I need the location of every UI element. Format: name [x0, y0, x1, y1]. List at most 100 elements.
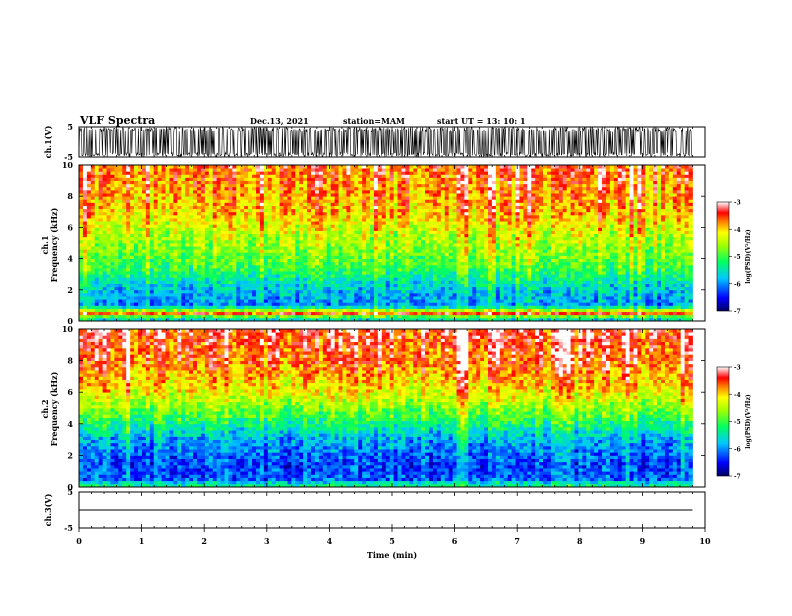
ch1-spectrogram-cell: [653, 231, 657, 235]
ch1-spectrogram-cell: [150, 227, 154, 231]
ch1-spectrogram-cell: [484, 255, 488, 259]
ch1-spectrogram-cell: [166, 268, 170, 272]
ch1-spectrogram-cell: [299, 287, 303, 291]
ch1-spectrogram-cell: [107, 280, 111, 284]
ch1-spectrogram-cell: [130, 271, 134, 275]
ch1-spectrogram-cell: [166, 274, 170, 278]
ch1-spectrogram-cell: [114, 221, 118, 225]
ch1-spectrogram-cell: [665, 309, 669, 313]
ch1-spectrogram-cell: [173, 265, 177, 269]
ch1-spectrogram-cell: [162, 265, 166, 269]
ch1-spectrogram-cell: [578, 271, 582, 275]
ch1-spectrogram-cell: [669, 277, 673, 281]
ch1-spectrogram-cell: [201, 305, 205, 309]
ch1-spectrogram-cell: [232, 243, 236, 247]
ch1-spectrogram-cell: [378, 302, 382, 306]
ch1-spectrogram-cell: [390, 243, 394, 247]
ch1-spectrogram-cell: [150, 221, 154, 225]
ch1-spectrogram-cell: [637, 249, 641, 253]
ch1-spectrogram-cell: [236, 309, 240, 313]
ch1-spectrogram-cell: [386, 231, 390, 235]
ch1-spectrogram-cell: [421, 231, 425, 235]
ch1-spectrogram-cell: [480, 259, 484, 263]
ch1-spectrogram-cell: [362, 237, 366, 241]
ch1-spectrogram-cell: [150, 315, 154, 319]
ch1-spectrogram-cell: [181, 290, 185, 294]
ch1-spectrogram-cell: [327, 284, 331, 288]
ch1-spectrogram-cell: [681, 237, 685, 241]
ch1-spectrogram-cell: [346, 234, 350, 238]
ch1-spectrogram-cell: [107, 277, 111, 281]
ch1-spectrogram-cell: [162, 299, 166, 303]
ch1-spectrogram-cell: [244, 302, 248, 306]
ch1-spectrogram-cell: [331, 224, 335, 228]
ch1-spectrogram-cell: [256, 221, 260, 225]
ch1-spectrogram-cell: [523, 243, 527, 247]
figure-title: VLF Spectra: [79, 114, 155, 127]
ch1-spectrogram-cell: [460, 249, 464, 253]
ch1-spectrogram-cell: [114, 293, 118, 297]
ch1-spectrogram-cell: [114, 302, 118, 306]
ch1-spectrogram-cell: [225, 293, 229, 297]
ch1-spectrogram-cell: [138, 265, 142, 269]
ch1-spectrogram-cell: [618, 265, 622, 269]
ch1-spectrogram-cell: [661, 246, 665, 250]
ch1-spectrogram-cell: [213, 227, 217, 231]
ch1-spectrogram-cell: [280, 224, 284, 228]
ch1-spectrogram-cell: [268, 287, 272, 291]
ch1-spectrogram-cell: [685, 249, 689, 253]
ch1-spectrogram-cell: [366, 227, 370, 231]
ch1-spectrogram-cell: [107, 312, 111, 316]
ch1-spectrogram-cell: [189, 252, 193, 256]
ch1-spectrogram-cell: [464, 299, 468, 303]
ch1-spectrogram-cell: [571, 262, 575, 266]
ch1-spectrogram-cell: [441, 293, 445, 297]
ch1-spectrogram-cell: [417, 252, 421, 256]
ch1-spectrogram-cell: [437, 290, 441, 294]
ch1-spectrogram-cell: [618, 280, 622, 284]
ch1-spectrogram-cell: [189, 299, 193, 303]
ch1-spectrogram-cell: [256, 259, 260, 263]
ch1-spectrogram-cell: [681, 255, 685, 259]
ch1-spectrogram-cell: [586, 252, 590, 256]
ch1-spectrogram-cell: [460, 274, 464, 278]
ch1-spectrogram-cell: [551, 305, 555, 309]
ch1-spectrogram-cell: [154, 255, 158, 259]
ch1-spectrogram-cell: [260, 234, 264, 238]
ch1-spectrogram-cell: [622, 274, 626, 278]
ch1-spectrogram-cell: [559, 309, 563, 313]
ch1-spectrogram-cell: [563, 243, 567, 247]
ch1-spectrogram-cell: [201, 309, 205, 313]
ch1-spectrogram-cell: [519, 224, 523, 228]
ch1-spectrogram-cell: [83, 315, 87, 319]
ch1-spectrogram-cell: [543, 309, 547, 313]
ch1-spectrogram-cell: [91, 246, 95, 250]
ch1-spectrogram-cell: [327, 312, 331, 316]
ch1-spectrogram-cell: [689, 227, 693, 231]
ch1-spectrogram-cell: [303, 302, 307, 306]
ch1-spectrogram-cell: [342, 274, 346, 278]
ch1-spectrogram-cell: [516, 246, 520, 250]
ch1-spectrogram-cell: [201, 293, 205, 297]
ch1-spectrogram-cell: [437, 249, 441, 253]
ch1-spectrogram-cell: [673, 290, 677, 294]
ch1-spectrogram-cell: [130, 243, 134, 247]
ch1-spectrogram-cell: [213, 246, 217, 250]
ch1-spectrogram-cell: [126, 265, 130, 269]
ch1-spectrogram-cell: [162, 280, 166, 284]
ch1-spectrogram-cell: [508, 290, 512, 294]
ch1-spectrogram-cell: [323, 234, 327, 238]
ch1-spectrogram-cell: [162, 315, 166, 319]
ch1-spectrogram-cell: [398, 277, 402, 281]
ch1-spectrogram-cell: [370, 237, 374, 241]
ch1-spectrogram-cell: [358, 302, 362, 306]
ch1-spectrogram-cell: [429, 287, 433, 291]
ch1-spectrogram-cell: [158, 290, 162, 294]
ch1-spectrogram-cell: [445, 274, 449, 278]
ch1-spectrogram-cell: [166, 299, 170, 303]
ch1-spectrogram-cell: [645, 290, 649, 294]
ch1-spectrogram-cell: [382, 284, 386, 288]
ch1-spectrogram-cell: [453, 299, 457, 303]
ch1-spectrogram-cell: [232, 315, 236, 319]
ch1-spectrogram-cell: [162, 268, 166, 272]
